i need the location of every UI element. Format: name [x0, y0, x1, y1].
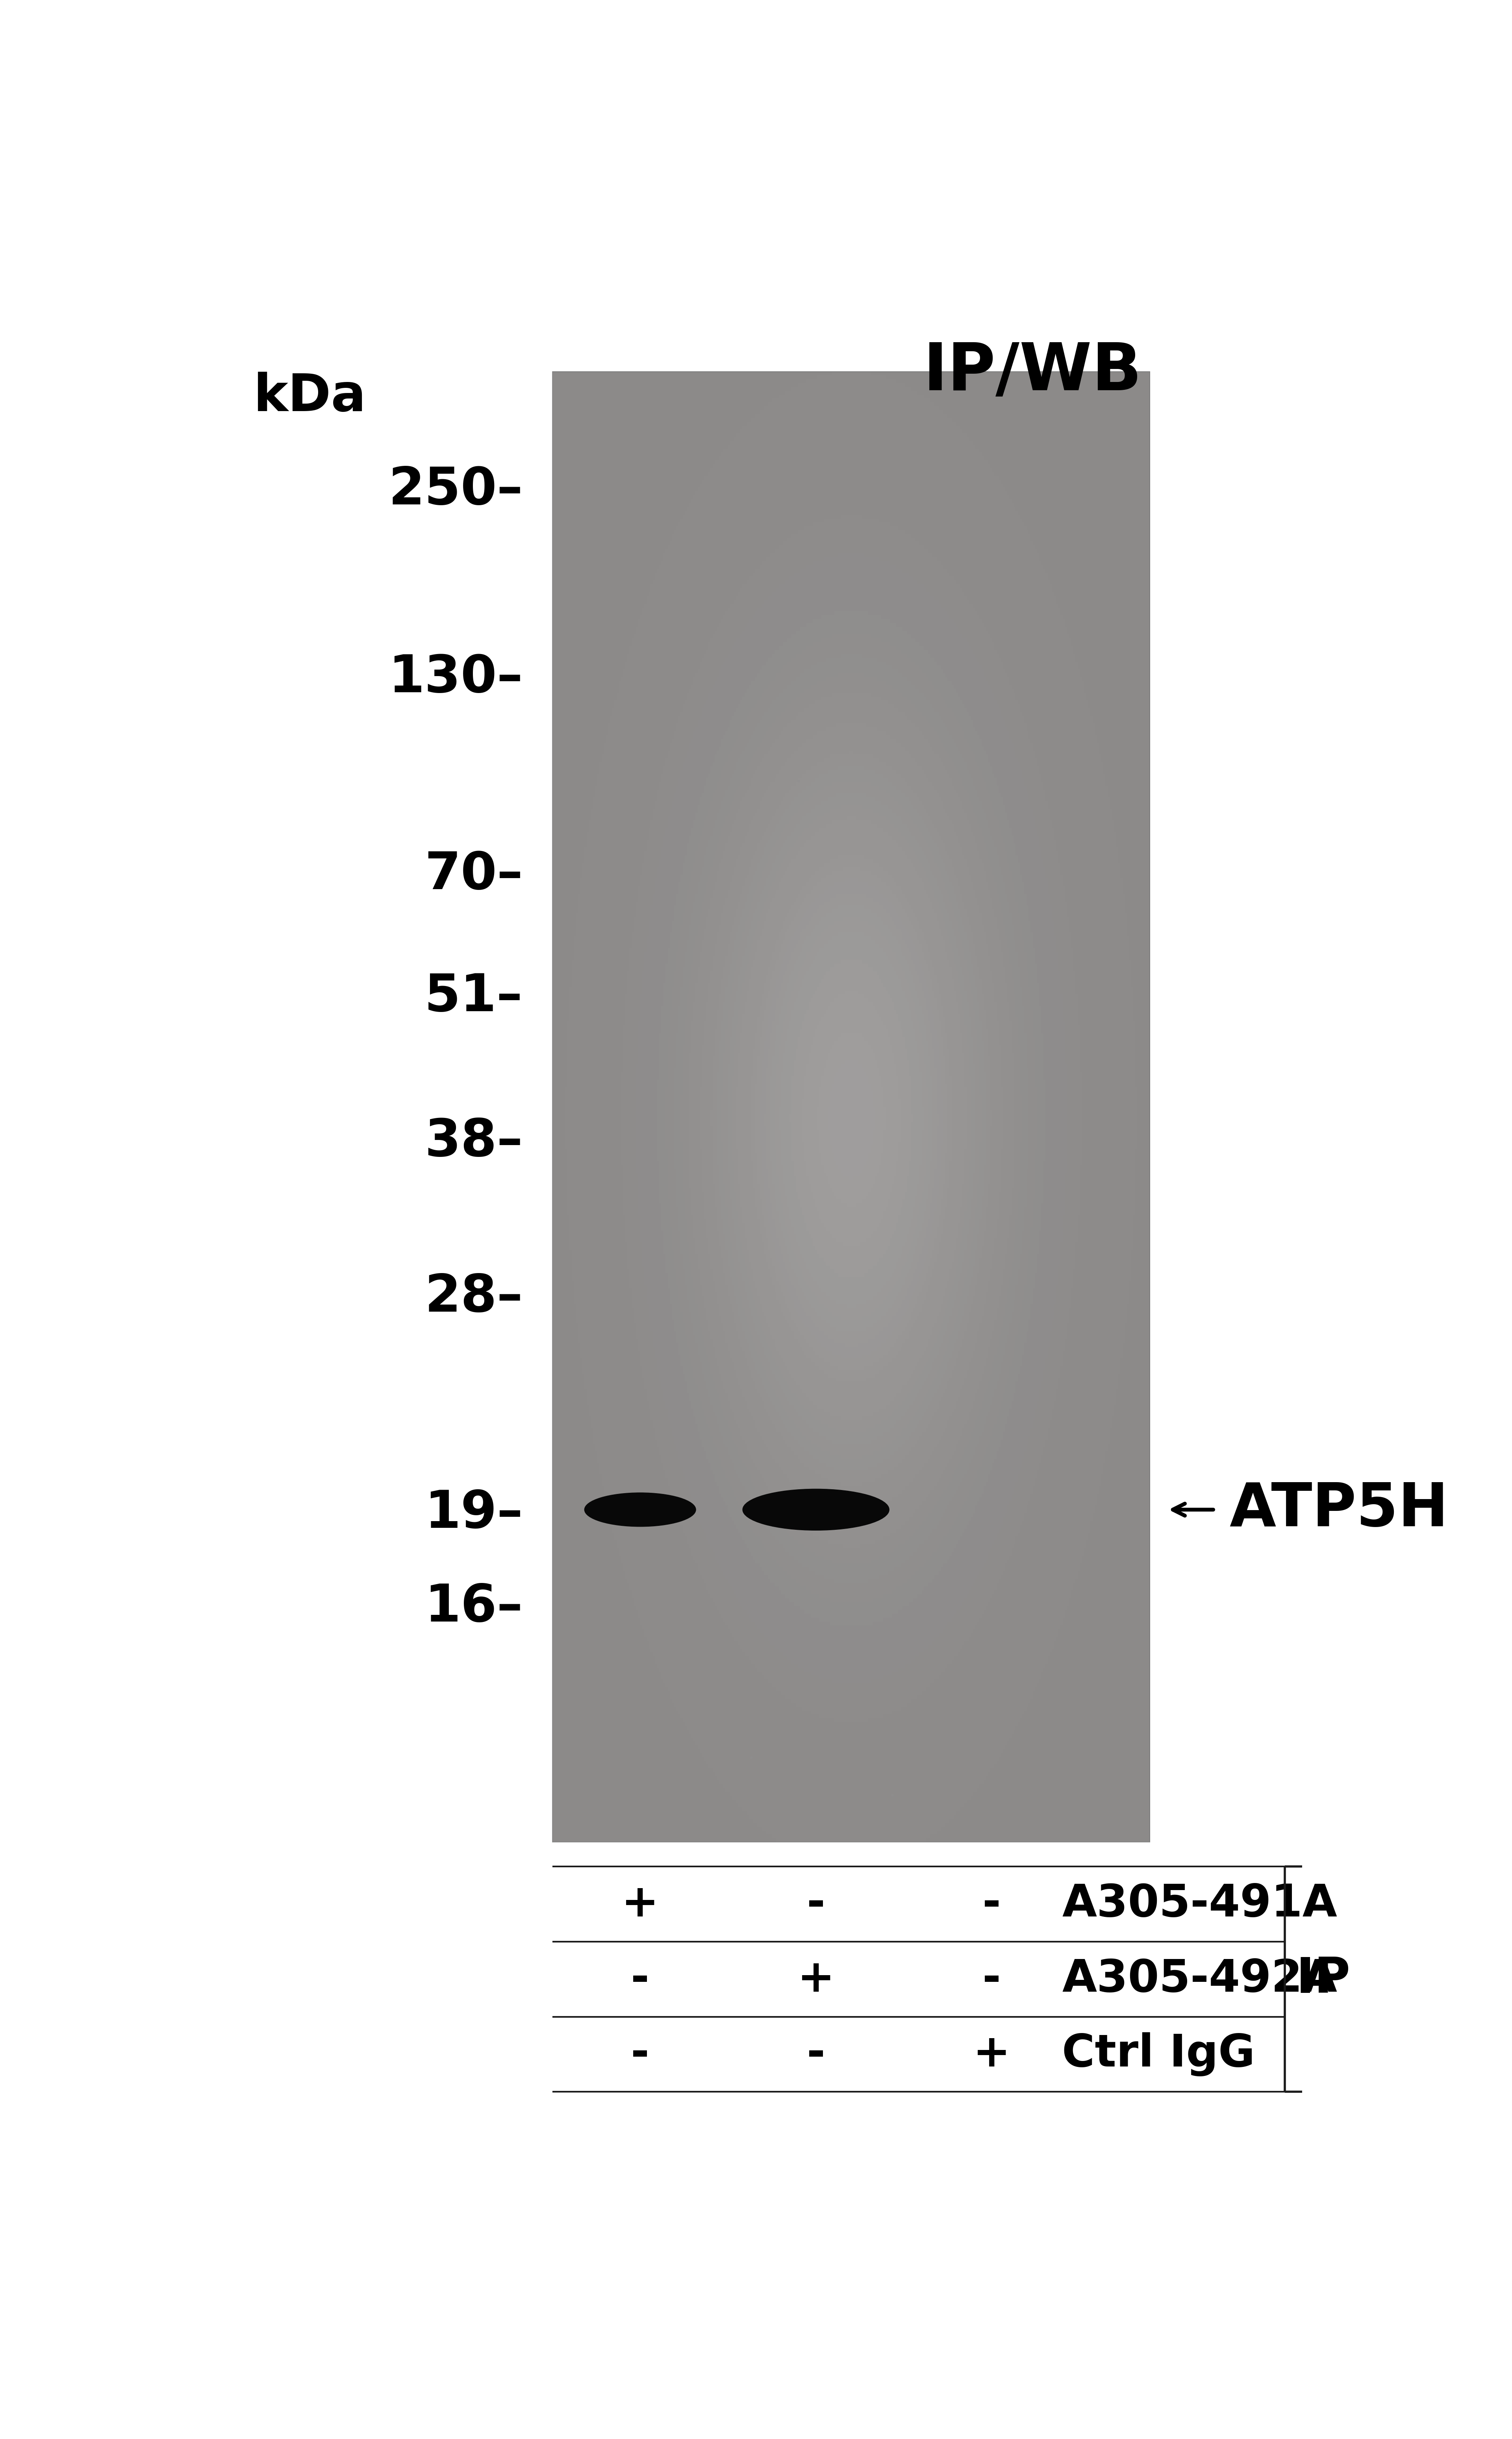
- Text: +: +: [797, 1956, 835, 2000]
- Text: kDa: kDa: [254, 371, 366, 422]
- Ellipse shape: [585, 1493, 696, 1527]
- Text: IP/WB: IP/WB: [924, 339, 1142, 405]
- Text: -: -: [983, 1883, 1001, 1927]
- Text: -: -: [631, 2032, 650, 2076]
- Text: 51–: 51–: [425, 971, 523, 1022]
- Text: A305-492A: A305-492A: [1061, 1956, 1337, 2000]
- Text: -: -: [806, 1883, 826, 1927]
- Text: 130–: 130–: [389, 654, 523, 702]
- Bar: [552, 371, 1149, 1841]
- Text: A305-491A: A305-491A: [1061, 1883, 1337, 1927]
- Text: Ctrl IgG: Ctrl IgG: [1061, 2032, 1255, 2076]
- Text: 28–: 28–: [425, 1273, 523, 1322]
- Text: 19–: 19–: [425, 1488, 523, 1539]
- Text: ATP5H: ATP5H: [1229, 1480, 1448, 1539]
- Text: +: +: [972, 2032, 1010, 2076]
- Ellipse shape: [742, 1488, 889, 1529]
- Text: +: +: [621, 1883, 659, 1927]
- Text: -: -: [631, 1956, 650, 2000]
- Text: 16–: 16–: [425, 1583, 523, 1632]
- Text: 38–: 38–: [425, 1117, 523, 1166]
- Text: 250–: 250–: [389, 466, 523, 515]
- Text: -: -: [983, 1956, 1001, 2000]
- Text: 70–: 70–: [425, 849, 523, 900]
- Text: -: -: [806, 2032, 826, 2076]
- Text: IP: IP: [1296, 1956, 1350, 2002]
